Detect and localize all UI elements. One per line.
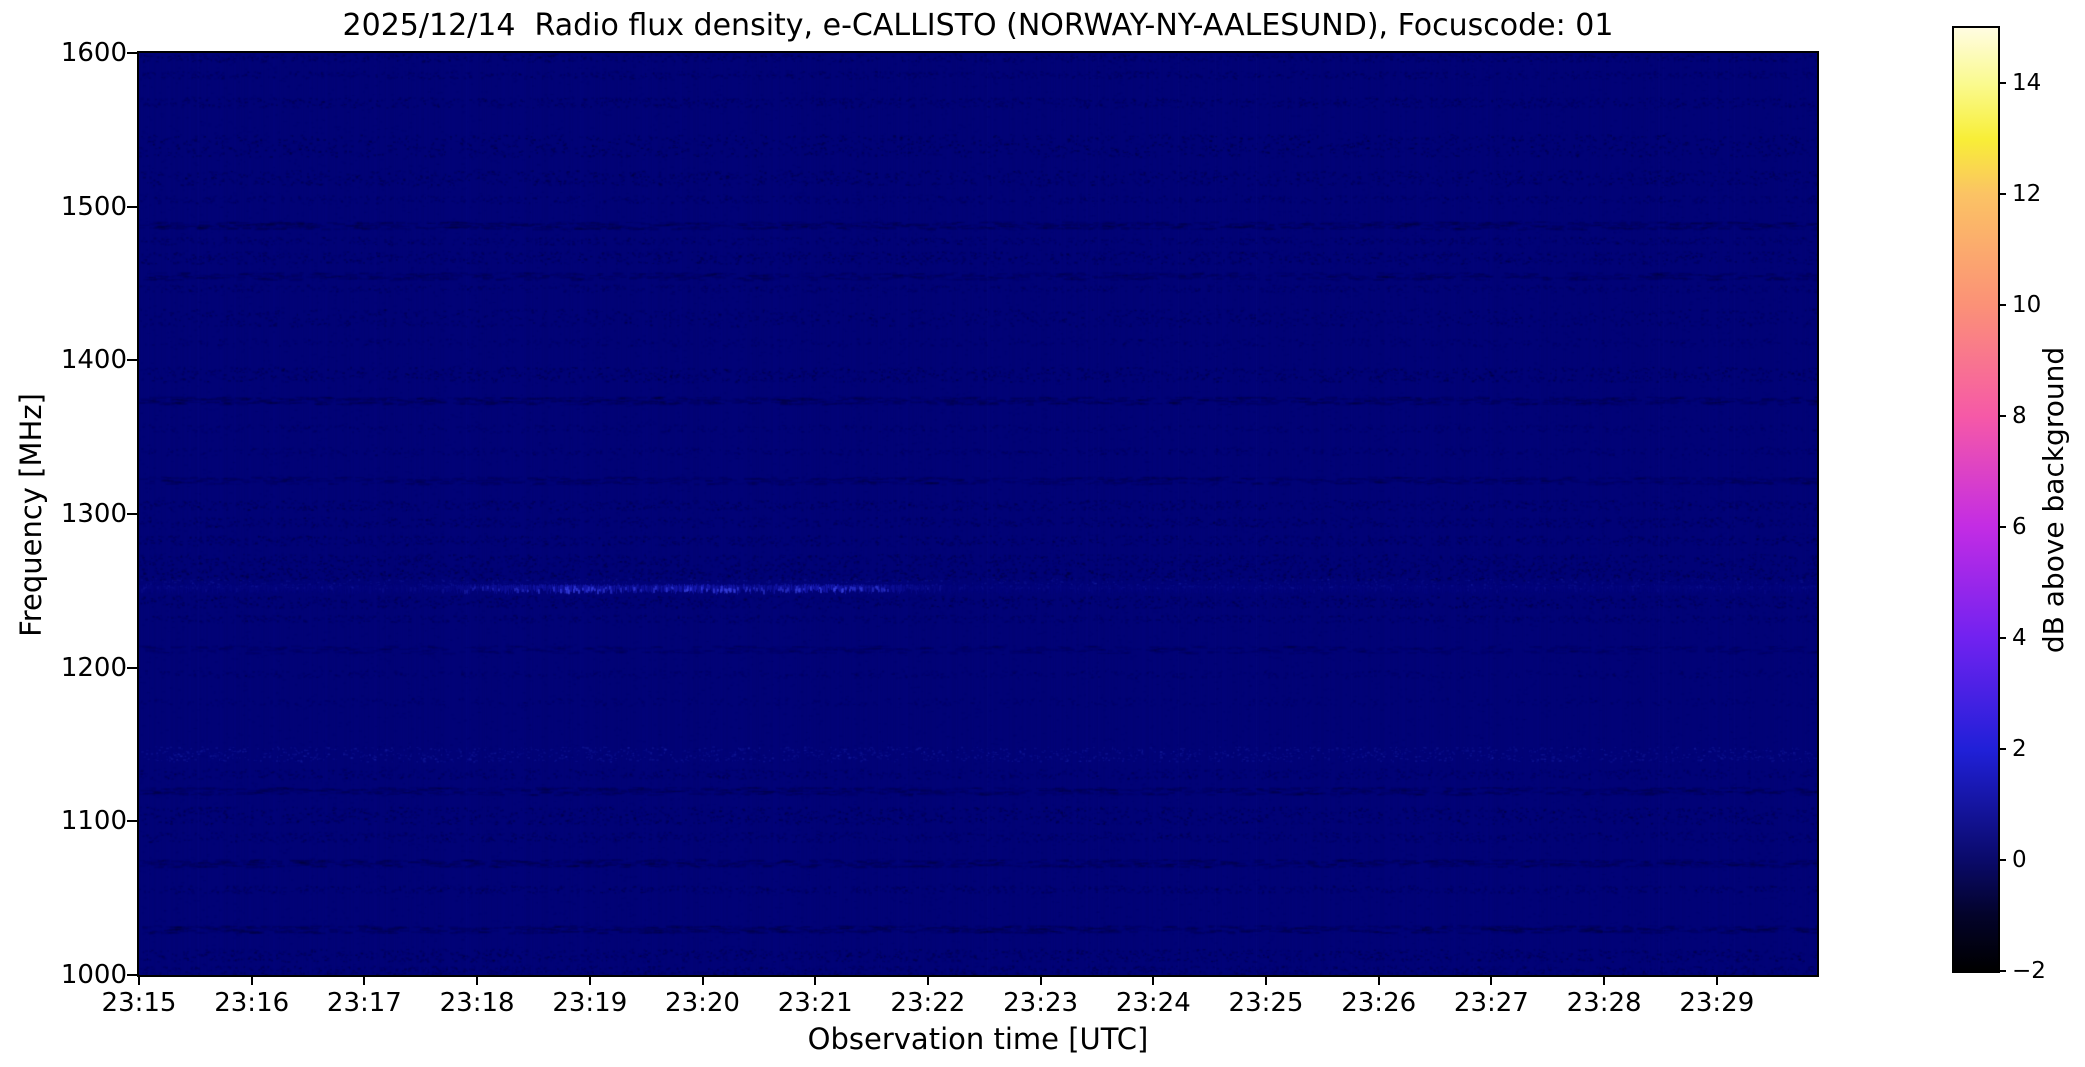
y-tick-mark: [127, 666, 137, 669]
colorbar-tick-mark: [1998, 637, 2006, 640]
colorbar-tick-mark: [1998, 415, 2006, 418]
plot-area: [137, 51, 1819, 977]
y-tick-label: 1600: [60, 38, 127, 68]
colorbar-tick-label: 6: [2012, 514, 2027, 541]
y-tick-mark: [127, 52, 137, 54]
x-tick-label: 23:20: [665, 988, 740, 1018]
x-tick-mark: [814, 975, 817, 985]
x-tick-mark: [476, 975, 479, 985]
colorbar-tick-label: 14: [2012, 70, 2042, 97]
figure-title: 2025/12/14 Radio flux density, e-CALLIST…: [342, 8, 1614, 43]
x-tick-mark: [588, 975, 591, 985]
x-tick-mark: [1715, 975, 1718, 985]
x-tick-label: 23:19: [552, 988, 628, 1018]
x-tick-mark: [1490, 975, 1493, 985]
x-tick-label: 23:29: [1679, 988, 1755, 1018]
x-tick-mark: [1603, 975, 1606, 985]
colorbar-tick-label: 12: [2012, 181, 2042, 208]
y-tick-mark: [127, 974, 137, 976]
x-tick-label: 23:21: [777, 988, 853, 1018]
y-tick-label: 1400: [60, 345, 127, 376]
colorbar-label: dB above background: [2037, 346, 2070, 654]
x-tick-mark: [1039, 975, 1042, 985]
colorbar: [1952, 26, 2000, 973]
x-tick-mark: [1265, 975, 1267, 985]
y-tick-mark: [127, 513, 137, 515]
colorbar-tick-mark: [1998, 193, 2006, 196]
x-tick-label: 23:18: [439, 988, 515, 1018]
colorbar-tick-mark: [1998, 304, 2006, 307]
colorbar-tick-mark: [1998, 748, 2006, 751]
colorbar-tick-label: 8: [2012, 403, 2027, 430]
colorbar-tick-mark: [1998, 859, 2006, 862]
colorbar-tick-label: 10: [2012, 292, 2042, 319]
x-tick-label: 23:15: [101, 988, 177, 1018]
x-tick-label: 23:25: [1228, 988, 1304, 1018]
y-tick-mark: [127, 205, 137, 208]
spectrogram-canvas: [139, 53, 1817, 975]
colorbar-tick-label: 4: [2012, 625, 2027, 652]
x-tick-label: 23:22: [890, 988, 966, 1018]
colorbar-tick-mark: [1998, 526, 2006, 529]
x-tick-label: 23:27: [1453, 988, 1529, 1018]
y-tick-mark: [127, 820, 137, 823]
x-tick-label: 23:17: [326, 988, 402, 1018]
x-tick-mark: [926, 975, 929, 985]
x-tick-label: 23:24: [1115, 988, 1191, 1018]
y-tick-label: 1300: [60, 499, 127, 529]
x-tick-mark: [701, 975, 704, 985]
x-tick-mark: [363, 975, 366, 985]
x-axis-label: Observation time [UTC]: [807, 1022, 1149, 1056]
y-tick-label: 1100: [60, 806, 127, 837]
x-tick-mark: [250, 975, 253, 985]
colorbar-tick-label: 2: [2012, 736, 2027, 763]
x-tick-label: 23:26: [1341, 988, 1417, 1018]
x-tick-mark: [138, 975, 140, 985]
y-tick-label: 1000: [60, 960, 127, 990]
colorbar-tick-mark: [1998, 82, 2006, 85]
y-tick-label: 1200: [60, 652, 127, 683]
x-tick-label: 23:16: [214, 988, 290, 1018]
colorbar-tick-label: −2: [2012, 958, 2046, 984]
y-tick-label: 1500: [60, 191, 127, 222]
y-tick-mark: [127, 359, 137, 362]
colorbar-tick-label: 0: [2012, 847, 2027, 874]
x-tick-label: 23:23: [1003, 988, 1079, 1018]
x-tick-mark: [1152, 975, 1155, 985]
colorbar-tick-mark: [1998, 970, 2006, 972]
x-tick-label: 23:28: [1566, 988, 1642, 1018]
x-tick-mark: [1377, 975, 1380, 985]
